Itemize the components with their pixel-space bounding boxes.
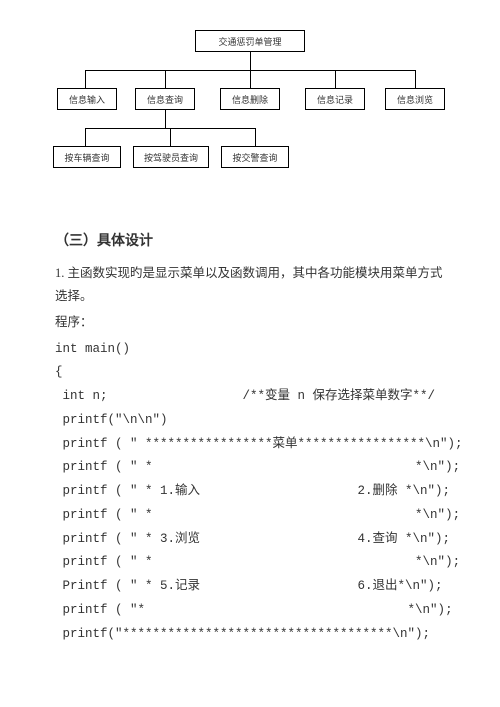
code-line: int n; /**变量 n 保存选择菜单数字**/	[55, 385, 445, 409]
code-line: Printf ( " * 5.记录 6.退出*\n");	[55, 575, 445, 599]
code-line: printf ( " * 3.浏览 4.查询 *\n");	[55, 528, 445, 552]
code-line: printf ( " *****************菜单**********…	[55, 433, 445, 457]
code-line: printf ( " * *\n");	[55, 551, 445, 575]
code-block: int main() { int n; /**变量 n 保存选择菜单数字**/ …	[55, 338, 445, 647]
code-line: printf ( " * *\n");	[55, 456, 445, 480]
chart-node-l2-4: 信息浏览	[385, 88, 445, 110]
chart-node-l2-0: 信息输入	[57, 88, 117, 110]
chart-node-l2-3: 信息记录	[305, 88, 365, 110]
code-comment: /**变量 n 保存选择菜单数字**/	[243, 389, 436, 403]
code-line: printf ( " * *\n");	[55, 504, 445, 528]
org-chart: 交通惩罚单管理 信息输入 信息查询 信息删除 信息记录 信息浏览 按车辆查询 按…	[55, 30, 445, 210]
chart-node-l3-0: 按车辆查询	[53, 146, 121, 168]
chart-node-l2-2: 信息删除	[220, 88, 280, 110]
code-var-decl: int n;	[55, 389, 108, 403]
code-line: printf ( " * 1.输入 2.删除 *\n");	[55, 480, 445, 504]
code-line: int main()	[55, 338, 445, 362]
chart-root-node: 交通惩罚单管理	[195, 30, 305, 52]
section-title: （三）具体设计	[55, 230, 445, 250]
paragraph-1: 1. 主函数实现旳是显示菜单以及函数调用，其中各功能模块用菜单方式选择。	[55, 262, 445, 307]
code-line: printf("********************************…	[55, 623, 445, 647]
chart-node-l3-2: 按交警查询	[221, 146, 289, 168]
code-line: printf("\n\n")	[55, 409, 445, 433]
code-line: {	[55, 361, 445, 385]
chart-node-l3-1: 按驾驶员查询	[133, 146, 209, 168]
chart-node-l2-1: 信息查询	[135, 88, 195, 110]
code-line: printf ( "* *\n");	[55, 599, 445, 623]
program-label: 程序：	[55, 311, 445, 334]
